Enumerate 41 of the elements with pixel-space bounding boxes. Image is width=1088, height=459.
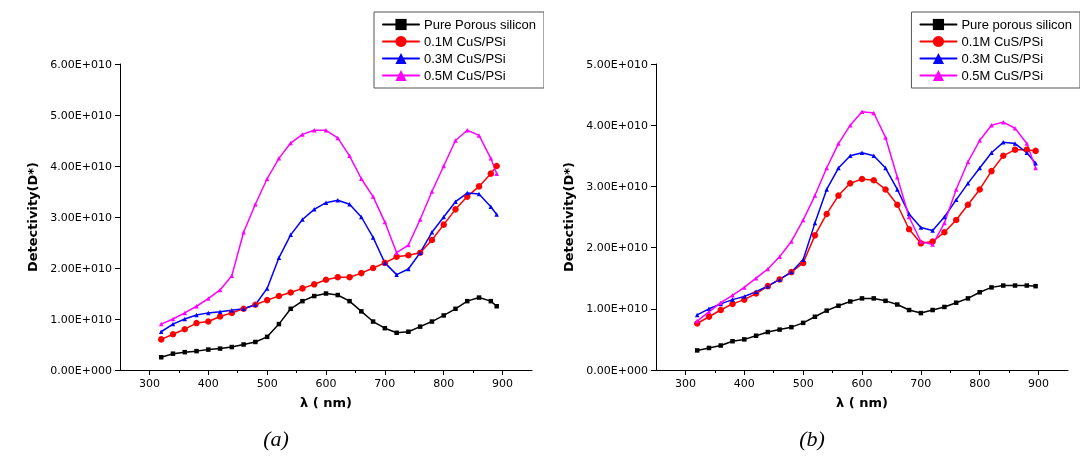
y-tick-label: 6.00E+010 xyxy=(50,57,112,71)
legend-label: 0.3M CuS/PSi xyxy=(424,51,506,66)
x-tick-label: 400 xyxy=(733,377,755,390)
y-tick-label: 2.00E+010 xyxy=(50,261,112,275)
y-axis-title: Detectivity(D*) xyxy=(561,161,577,273)
y-tick-label: 4.00E+010 xyxy=(586,118,648,132)
x-tick-label: 700 xyxy=(374,377,396,390)
x-tick-label: 400 xyxy=(197,377,219,390)
y-tick-label: 5.00E+010 xyxy=(50,108,112,122)
x-tick-label: 700 xyxy=(910,377,932,390)
y-tick-label: 3.00E+010 xyxy=(586,179,648,193)
y-tick-label: 1.00E+010 xyxy=(50,312,112,326)
x-axis-title: λ ( nm) xyxy=(836,395,888,410)
y-axis-title: Detectivity(D*) xyxy=(25,161,41,273)
x-tick-label: 900 xyxy=(492,377,514,390)
legend-label: 0.5M CuS/PSi xyxy=(424,68,506,83)
x-tick-label: 500 xyxy=(256,377,278,390)
x-tick-label: 800 xyxy=(433,377,455,390)
x-axis-title: λ ( nm) xyxy=(300,395,352,410)
y-tick-label: 0.00E+000 xyxy=(586,363,648,377)
y-tick-label: 3.00E+010 xyxy=(50,210,112,224)
legend-label: Pure Porous silicon xyxy=(424,17,536,32)
y-tick-label: 1.00E+010 xyxy=(586,302,648,316)
x-tick-label: 300 xyxy=(674,377,696,390)
legend-label: 0.5M CuS/PSi xyxy=(961,68,1044,83)
x-tick-label: 500 xyxy=(792,377,814,390)
y-tick-label: 0.00E+000 xyxy=(50,363,112,377)
x-tick-label: 600 xyxy=(851,377,873,390)
legend-label: 0.1M CuS/PSi xyxy=(961,34,1044,49)
legend-label: 0.3M CuS/PSi xyxy=(961,51,1044,66)
text: (b) xyxy=(799,425,825,451)
x-tick-label: 800 xyxy=(969,377,991,390)
y-tick-label: 2.00E+010 xyxy=(586,241,648,255)
x-tick-label: 600 xyxy=(315,377,337,390)
x-tick-label: 900 xyxy=(1028,377,1050,390)
y-tick-label: 4.00E+010 xyxy=(50,159,112,173)
legend-label: Pure porous silicon xyxy=(961,17,1073,32)
text: (a) xyxy=(263,425,289,451)
x-tick-label: 300 xyxy=(138,377,160,390)
y-tick-label: 5.00E+010 xyxy=(586,57,648,71)
legend-label: 0.1M CuS/PSi xyxy=(424,34,506,49)
